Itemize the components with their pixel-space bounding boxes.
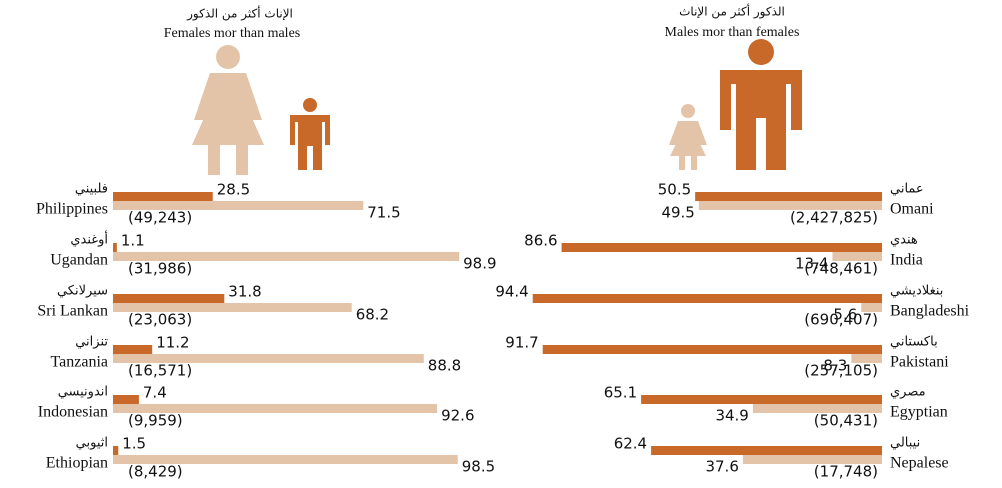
male-icon [290,98,330,170]
value-label: 37.6 [705,458,738,476]
bar [752,404,882,413]
value-label: 98.9 [463,255,496,273]
value-label: 13.4 [795,255,828,273]
total-label: (17,748) [814,463,878,481]
panel-title-en: Males mor than females [665,25,800,40]
value-label: 65.1 [604,384,637,402]
category-en: Sri Lankan [37,303,108,320]
total-label: (748,461) [804,260,878,278]
total-label: (257,105) [804,362,878,380]
category-en: India [890,252,923,269]
category-ar: اندونيسي [58,385,108,400]
panel-title-ar: الذكور أكثر من الإناث [679,4,785,20]
bar [542,345,882,354]
category-ar: اثيوبي [76,436,108,451]
male-icon [720,39,802,170]
value-label: 11.2 [156,334,189,352]
total-label: (31,986) [128,260,192,278]
value-label: 5.6 [833,306,857,324]
female-icon [669,104,707,170]
panel-title-en: Females mor than males [164,26,300,41]
bar [113,455,458,464]
category-ar: تنزاني [75,335,108,350]
category-en: Omani [890,201,934,218]
total-label: (49,243) [128,209,192,227]
value-label: 68.2 [356,306,389,324]
total-label: (23,063) [128,311,192,329]
bar [561,243,882,252]
category-ar: هندي [890,233,918,248]
category-en: Indonesian [38,404,108,421]
category-ar: فلبيني [75,182,108,197]
bar [695,192,882,201]
bar [861,303,882,312]
value-label: 91.7 [505,334,538,352]
value-label: 71.5 [367,204,400,222]
total-label: (16,571) [128,362,192,380]
category-ar: عماني [890,182,924,197]
value-label: 31.8 [228,283,261,301]
bar [113,192,213,201]
bar [113,404,438,413]
value-label: 7.4 [143,384,167,402]
total-label: (8,429) [128,463,183,481]
total-label: (690,407) [804,311,878,329]
category-ar: مصري [890,385,926,400]
bar [113,354,424,363]
category-ar: بنغلاديشي [890,284,943,299]
bar [113,345,153,354]
bar [651,446,882,455]
category-ar: أوغندي [70,231,108,248]
panel-title-ar: الإناث أكثر من الذكور [186,6,293,22]
value-label: 50.5 [658,181,691,199]
value-label: 98.5 [462,458,495,476]
female-icon [192,45,264,175]
category-en: Egyptian [890,404,948,421]
value-label: 88.8 [428,357,461,375]
bar [742,455,882,464]
value-label: 94.4 [495,283,528,301]
category-ar: سيرلانكي [57,284,108,299]
category-en: Nepalese [890,455,949,472]
category-en: Ethiopian [46,455,108,472]
value-label: 49.5 [661,204,694,222]
value-label: 28.5 [217,181,250,199]
total-label: (2,427,825) [790,209,878,227]
bar [113,252,460,261]
category-en: Tanzania [50,354,108,371]
bar [698,201,882,210]
bar [113,201,364,210]
total-label: (50,431) [814,412,878,430]
bar [641,395,882,404]
bar [113,395,139,404]
category-ar: باكستاني [890,335,938,350]
category-ar: نيبالي [890,436,920,451]
category-en: Pakistani [890,354,949,371]
value-label: 34.9 [715,407,748,425]
bar [113,446,119,455]
value-label: 1.1 [121,232,145,250]
bar [113,243,117,252]
value-label: 1.5 [122,435,146,453]
bar [832,252,882,261]
bar [851,354,882,363]
bar [113,303,352,312]
category-en: Bangladeshi [890,303,970,320]
total-label: (9,959) [128,412,183,430]
value-label: 62.4 [614,435,647,453]
category-en: Philippines [36,201,108,218]
category-en: Ugandan [50,252,108,269]
value-label: 86.6 [524,232,557,250]
bar [532,294,882,303]
value-label: 8.3 [823,357,847,375]
bar [113,294,225,303]
value-label: 92.6 [441,407,474,425]
